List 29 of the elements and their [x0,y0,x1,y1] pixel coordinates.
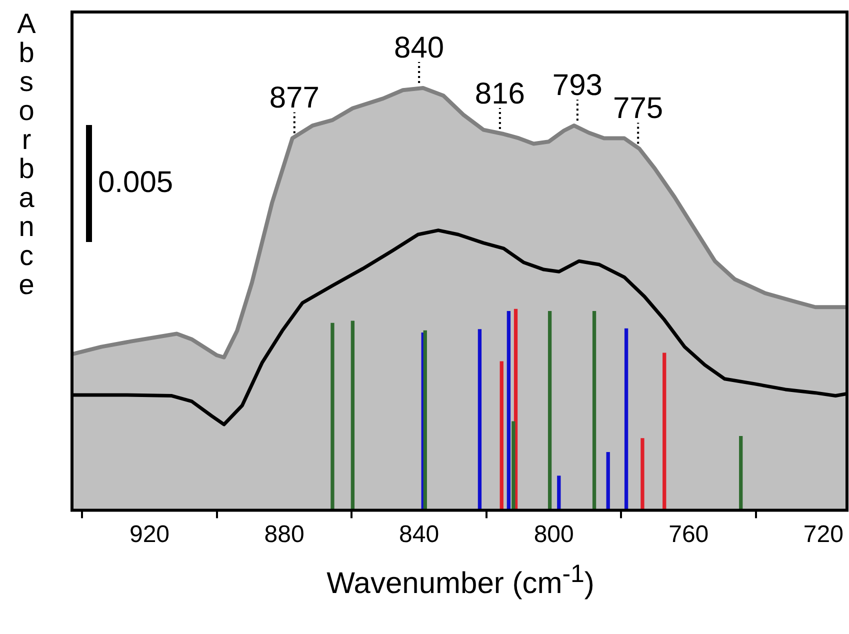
bar [662,352,666,510]
x-tick-label: 840 [399,521,440,548]
bar [423,330,427,510]
bar [330,322,334,510]
x-tick-label: 720 [803,521,844,548]
x-tick-label: 880 [264,521,304,548]
x-tick-label: 760 [668,521,709,548]
bar [478,329,482,510]
x-tick-label: 920 [129,521,170,548]
bar [548,311,552,510]
annotation: 793 [552,68,602,102]
bar [624,328,628,510]
bar [512,421,516,510]
annotation: 877 [269,82,320,115]
y-axis-title: Absorbance [11,8,42,298]
bar [606,452,610,510]
annotation: 0.005 [98,166,174,200]
bar [592,311,596,510]
bar [350,320,355,510]
x-tick-label: 800 [534,521,574,548]
bar [739,436,743,510]
annotation: 840 [394,31,444,64]
annotation: 775 [613,92,664,126]
bar [500,361,504,510]
bar [557,476,561,510]
x-axis-title: Wavenumber (cm$^{-1}$) [326,560,596,601]
bar [506,311,511,510]
bar [640,438,644,510]
annotation: 816 [474,77,525,110]
